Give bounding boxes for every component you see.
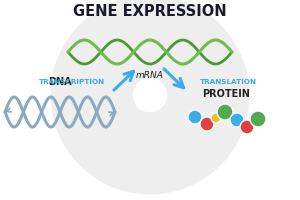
Circle shape — [200, 117, 214, 131]
Text: DNA: DNA — [48, 77, 72, 87]
Circle shape — [240, 120, 254, 134]
Text: PROTEIN: PROTEIN — [202, 89, 250, 99]
Text: mRNA: mRNA — [136, 71, 164, 80]
Circle shape — [217, 104, 233, 120]
Text: GENE EXPRESSION: GENE EXPRESSION — [73, 4, 227, 19]
Circle shape — [230, 113, 244, 127]
Text: TRANSCRIPTION: TRANSCRIPTION — [39, 79, 105, 85]
Circle shape — [250, 111, 266, 127]
Circle shape — [211, 113, 221, 123]
Circle shape — [188, 110, 202, 124]
Text: TRANSLATION: TRANSLATION — [200, 79, 256, 85]
